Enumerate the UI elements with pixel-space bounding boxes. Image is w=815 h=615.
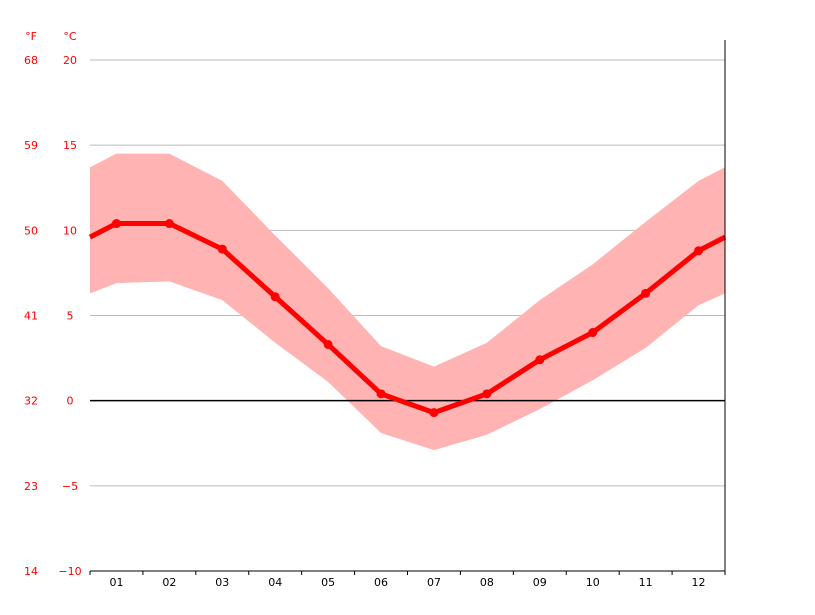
x-tick-label: 01 xyxy=(109,576,123,589)
temperature-line-layer xyxy=(88,219,727,418)
y-tick-label-celsius: 20 xyxy=(63,54,77,67)
mean-temperature-line xyxy=(88,221,727,416)
y-tick-label-celsius: 0 xyxy=(67,395,74,408)
data-point xyxy=(164,219,174,229)
data-point xyxy=(323,339,333,349)
data-point xyxy=(111,219,121,229)
x-tick-label: 02 xyxy=(162,576,176,589)
data-point xyxy=(535,355,545,365)
y-tick-label-fahrenheit: 23 xyxy=(24,480,38,493)
data-point xyxy=(429,408,439,418)
y-tick-label-celsius: 5 xyxy=(67,310,74,323)
x-tick-label: 09 xyxy=(533,576,547,589)
data-point xyxy=(641,288,651,298)
x-tick-label: 11 xyxy=(639,576,653,589)
y-tick-label-celsius: −10 xyxy=(58,565,81,578)
y-tick-label-fahrenheit: 41 xyxy=(24,310,38,323)
y-tick-label-fahrenheit: 50 xyxy=(24,224,38,237)
x-tick-label: 06 xyxy=(374,576,388,589)
y-tick-label-fahrenheit: 32 xyxy=(24,395,38,408)
y-tick-label-celsius: 15 xyxy=(63,139,77,152)
x-tick-label: 12 xyxy=(692,576,706,589)
data-point xyxy=(270,292,280,302)
data-point xyxy=(588,328,598,338)
fahrenheit-unit-label: °F xyxy=(25,30,37,43)
data-point xyxy=(217,244,227,254)
x-tick-label: 05 xyxy=(321,576,335,589)
x-tick-label: 07 xyxy=(427,576,441,589)
y-tick-label-fahrenheit: 68 xyxy=(24,54,38,67)
x-tick-label: 04 xyxy=(268,576,282,589)
y-tick-label-fahrenheit: 59 xyxy=(24,139,38,152)
y-tick-label-celsius: −5 xyxy=(62,480,78,493)
y-tick-label-celsius: 10 xyxy=(63,224,77,237)
data-point xyxy=(482,389,492,399)
data-point xyxy=(376,389,386,399)
temperature-range-area xyxy=(90,153,725,451)
x-tick-label: 03 xyxy=(215,576,229,589)
data-point xyxy=(694,246,704,256)
y-tick-label-fahrenheit: 14 xyxy=(24,565,38,578)
celsius-unit-label: °C xyxy=(63,30,77,43)
x-tick-label: 08 xyxy=(480,576,494,589)
x-tick-label: 10 xyxy=(586,576,600,589)
